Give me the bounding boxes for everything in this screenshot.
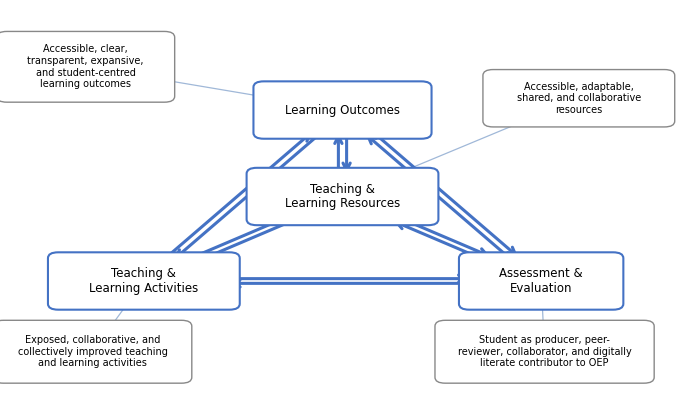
Text: Teaching &
Learning Resources: Teaching & Learning Resources xyxy=(285,182,400,211)
FancyBboxPatch shape xyxy=(253,81,432,139)
Text: Learning Outcomes: Learning Outcomes xyxy=(285,103,400,117)
Text: Assessment &
Evaluation: Assessment & Evaluation xyxy=(499,267,583,295)
Text: Teaching &
Learning Activities: Teaching & Learning Activities xyxy=(89,267,199,295)
FancyBboxPatch shape xyxy=(247,168,438,225)
Text: Student as producer, peer-
reviewer, collaborator, and digitally
literate contri: Student as producer, peer- reviewer, col… xyxy=(458,335,632,368)
Text: Exposed, collaborative, and
collectively improved teaching
and learning activiti: Exposed, collaborative, and collectively… xyxy=(18,335,167,368)
FancyBboxPatch shape xyxy=(0,31,175,102)
Text: Accessible, adaptable,
shared, and collaborative
resources: Accessible, adaptable, shared, and colla… xyxy=(516,82,641,115)
FancyBboxPatch shape xyxy=(459,252,623,310)
FancyBboxPatch shape xyxy=(483,70,675,127)
Text: Accessible, clear,
transparent, expansive,
and student-centred
learning outcomes: Accessible, clear, transparent, expansiv… xyxy=(27,44,144,89)
FancyBboxPatch shape xyxy=(435,320,654,383)
FancyBboxPatch shape xyxy=(0,320,192,383)
FancyBboxPatch shape xyxy=(48,252,240,310)
